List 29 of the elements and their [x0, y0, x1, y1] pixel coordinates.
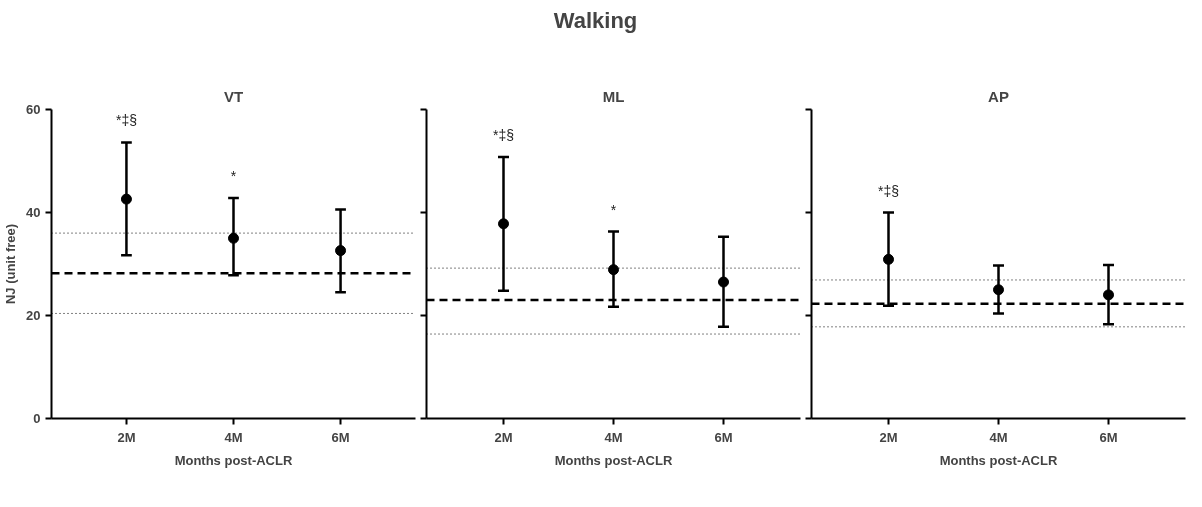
y-tick-label: 40: [26, 205, 41, 220]
x-axis-title: Months post-ACLR: [939, 452, 1058, 468]
x-tick-label: 4M: [989, 429, 1008, 445]
y-tick-label: 0: [33, 411, 41, 426]
x-axis-title: Months post-ACLR: [554, 452, 673, 468]
x-tick-label: 2M: [117, 429, 136, 445]
x-axis-title: Months post-ACLR: [174, 452, 293, 468]
point: [228, 232, 239, 244]
chart-title: AP: [988, 87, 1009, 105]
annotation: *: [230, 168, 237, 185]
x-tick-label: 4M: [224, 429, 243, 445]
annotation: *‡§: [877, 182, 900, 199]
y-axis-title: NJ (unit free): [3, 223, 19, 305]
y-tick-label: 20: [26, 308, 41, 323]
x-tick-label: 6M: [1099, 429, 1118, 445]
chart-title: VT: [223, 87, 244, 105]
annotation: *‡§: [115, 112, 137, 129]
chart-title: ML: [602, 87, 625, 105]
annotation: *: [610, 201, 617, 218]
x-tick-label: 2M: [879, 429, 898, 445]
y-tick-label: 60: [26, 102, 41, 117]
x-tick-label: 6M: [331, 429, 350, 445]
point: [120, 193, 132, 205]
x-tick-label: 2M: [494, 429, 513, 445]
point: [335, 245, 347, 257]
x-tick-label: 4M: [604, 429, 623, 445]
text: Walking: [553, 7, 638, 33]
annotation: *‡§: [492, 126, 515, 143]
x-tick-label: 6M: [714, 429, 733, 445]
